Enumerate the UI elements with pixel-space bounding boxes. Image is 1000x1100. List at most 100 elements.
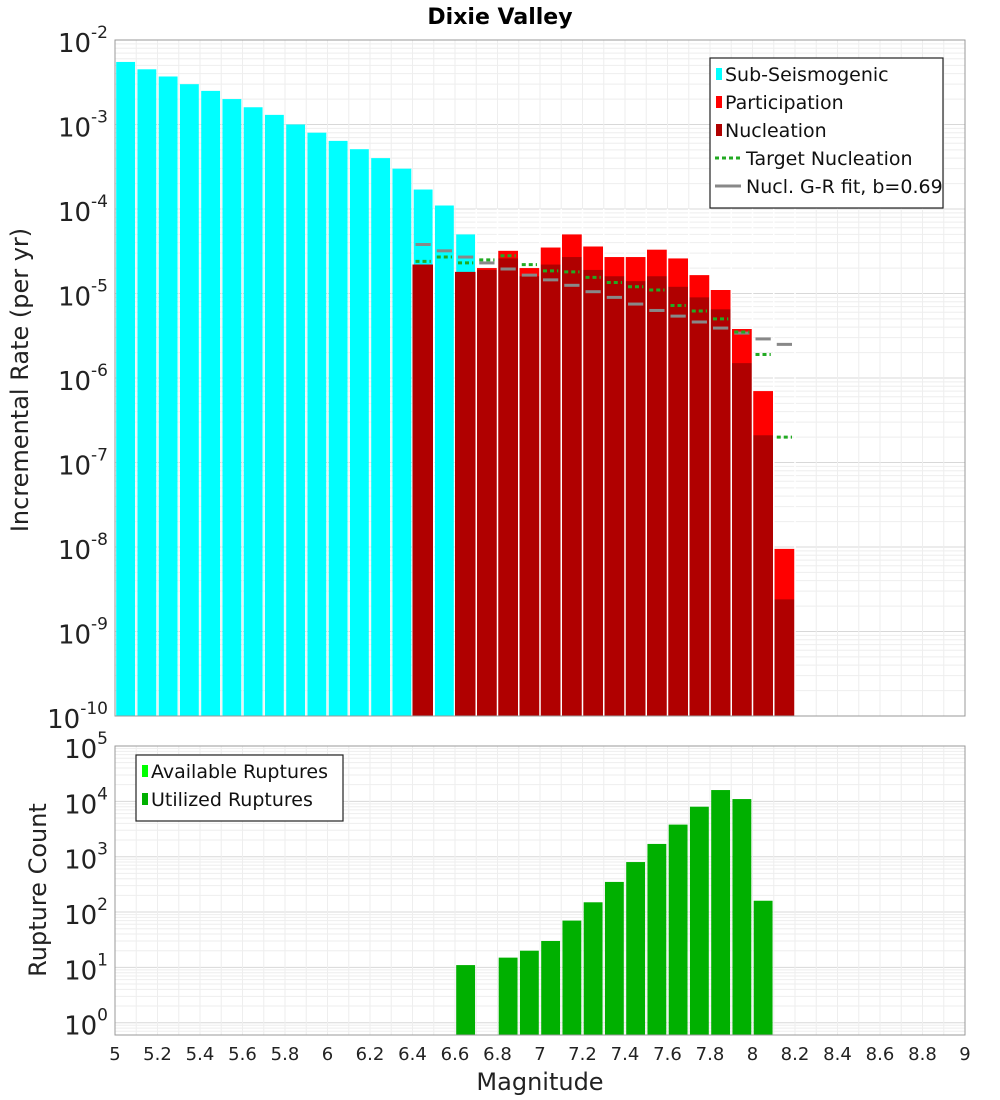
x-tick-6.4: 6.4	[398, 1044, 427, 1065]
top-legend-swatch-1	[716, 68, 722, 80]
top-legend: Sub-Seismogenic Participation Nucleation Ta…	[709, 57, 944, 209]
top-y-tick-3: 10-8	[58, 530, 108, 566]
x-tick-7.8: 7.8	[696, 1044, 725, 1065]
x-tick-5: 5	[109, 1044, 120, 1065]
x-tick-6.8: 6.8	[483, 1044, 512, 1065]
bottom-y-tick-5: 104	[64, 784, 108, 820]
x-tick-5.6: 5.6	[228, 1044, 257, 1065]
nucleation-bar-13	[688, 297, 710, 716]
nucleation-bar-10	[625, 281, 647, 716]
bottom-y-tick-2: 101	[64, 950, 108, 986]
sub-seismogenic-bar-8	[264, 114, 284, 717]
utilized-ruptures-bar-14	[753, 900, 773, 1035]
bottom-y-tick-1: 100	[64, 1006, 108, 1042]
top-y-tick-labels: 10-10 10-9 10-8 10-7 10-6 10-5 10-4 10-3 10-2	[47, 23, 108, 735]
sub-seismogenic-bar-14	[392, 168, 412, 717]
rupture-count-plot: 100 101 102 103 104 105 5 5.2 5.4 5.6 5.8 6 6.2 6.4 6.…	[64, 729, 971, 1065]
utilized-ruptures-bar-3	[519, 950, 539, 1035]
nucleation-bar-14	[710, 309, 732, 716]
top-y-tick-5: 10-6	[58, 361, 108, 397]
top-y-tick-7: 10-4	[58, 192, 108, 228]
top-y-tick-2: 10-9	[58, 615, 108, 651]
nucleation-bar-9	[603, 276, 625, 716]
x-tick-6.6: 6.6	[441, 1044, 470, 1065]
nucleation-bar-1	[412, 264, 434, 716]
utilized-ruptures-bar-1	[456, 965, 476, 1035]
top-legend-label-4: Target Nucleation	[745, 148, 913, 170]
x-tick-5.2: 5.2	[143, 1044, 172, 1065]
x-tick-labels: 5 5.2 5.4 5.6 5.8 6 6.2 6.4 6.6 6.8 7 7.2 7.4 7.6 7.8 8…	[109, 1044, 970, 1065]
x-tick-9: 9	[959, 1044, 970, 1065]
x-tick-8.6: 8.6	[866, 1044, 895, 1065]
x-tick-6: 6	[322, 1044, 333, 1065]
top-y-tick-8: 10-3	[58, 108, 108, 144]
x-tick-8: 8	[747, 1044, 758, 1065]
bottom-y-tick-6: 105	[64, 729, 108, 765]
nucleation-bar-11	[646, 276, 668, 716]
bottom-y-axis-label: Rupture Count	[24, 803, 52, 977]
utilized-ruptures-bar-6	[583, 902, 603, 1035]
bottom-legend-swatch-1	[142, 765, 148, 777]
utilized-ruptures-bar-4	[541, 940, 561, 1035]
sub-seismogenic-bar-3	[158, 76, 178, 717]
incremental-rate-plot: 10-10 10-9 10-8 10-7 10-6 10-5 10-4 10-3 10-2 Sub…	[47, 23, 966, 735]
utilized-ruptures-bar-13	[732, 799, 752, 1035]
x-tick-8.8: 8.8	[908, 1044, 937, 1065]
bottom-legend-swatch-2	[142, 793, 148, 805]
top-legend-label-1: Sub-Seismogenic	[725, 64, 889, 86]
top-legend-label-3: Nucleation	[725, 120, 827, 142]
utilized-ruptures-bar-2	[498, 957, 518, 1035]
top-legend-swatch-3	[716, 124, 722, 136]
grid-lines	[114, 746, 966, 1036]
x-tick-7.6: 7.6	[653, 1044, 682, 1065]
nucleation-bar-3	[476, 269, 498, 716]
utilized-ruptures-bar-7	[604, 881, 624, 1035]
bottom-legend-label-1: Available Ruptures	[151, 761, 328, 783]
sub-seismogenic-bar-4	[179, 84, 199, 717]
sub-seismogenic-bar-5	[201, 90, 221, 716]
x-tick-8.2: 8.2	[781, 1044, 810, 1065]
x-tick-5.8: 5.8	[271, 1044, 300, 1065]
top-y-tick-6: 10-5	[58, 277, 108, 313]
x-tick-8.4: 8.4	[823, 1044, 852, 1065]
x-tick-7.2: 7.2	[568, 1044, 597, 1065]
nucleation-bar-2	[455, 271, 477, 716]
x-tick-7: 7	[534, 1044, 545, 1065]
nucleation-bar-7	[561, 257, 583, 716]
sub-seismogenic-bar-12	[349, 149, 369, 716]
top-y-tick-4: 10-7	[58, 446, 108, 482]
nucleation-bar-6	[540, 264, 562, 716]
sub-seismogenic-bar-13	[371, 158, 391, 717]
nucleation-bar-17	[773, 599, 795, 716]
top-y-tick-9: 10-2	[58, 23, 108, 59]
x-tick-7.4: 7.4	[611, 1044, 640, 1065]
sub-seismogenic-bar-16	[434, 205, 454, 716]
top-legend-label-2: Participation	[725, 92, 844, 114]
top-y-tick-1: 10-10	[47, 699, 108, 735]
sub-seismogenic-bar-7	[243, 107, 263, 717]
bottom-legend: Available Ruptures Utilized Ruptures	[135, 754, 344, 822]
bottom-y-tick-4: 103	[64, 840, 108, 876]
top-legend-swatch-2	[716, 96, 722, 108]
bottom-legend-label-2: Utilized Ruptures	[151, 789, 313, 811]
nucleation-bar-5	[518, 276, 540, 716]
x-axis-label: Magnitude	[476, 1068, 603, 1096]
nucleation-bar-4	[497, 258, 519, 716]
top-y-axis-label: Incremental Rate (per yr)	[6, 228, 34, 532]
x-tick-6.2: 6.2	[356, 1044, 385, 1065]
nucleation-bar-16	[752, 435, 774, 716]
nucleation-bar-8	[582, 269, 604, 716]
bottom-y-tick-labels: 100 101 102 103 104 105	[64, 729, 108, 1042]
sub-seismogenic-bar-9	[286, 124, 306, 716]
sub-seismogenic-bar-11	[328, 140, 348, 716]
sub-seismogenic-bar-6	[222, 99, 242, 716]
bottom-y-tick-3: 102	[64, 895, 108, 931]
utilized-ruptures-bar-9	[647, 843, 667, 1035]
utilized-ruptures-bar-12	[711, 790, 731, 1035]
sub-seismogenic-bar-10	[307, 132, 327, 716]
nucleation-bar-12	[667, 286, 689, 716]
utilized-ruptures-bar-8	[626, 862, 646, 1035]
nucleation-bar-15	[731, 363, 753, 716]
sub-seismogenic-bar-2	[137, 69, 157, 717]
